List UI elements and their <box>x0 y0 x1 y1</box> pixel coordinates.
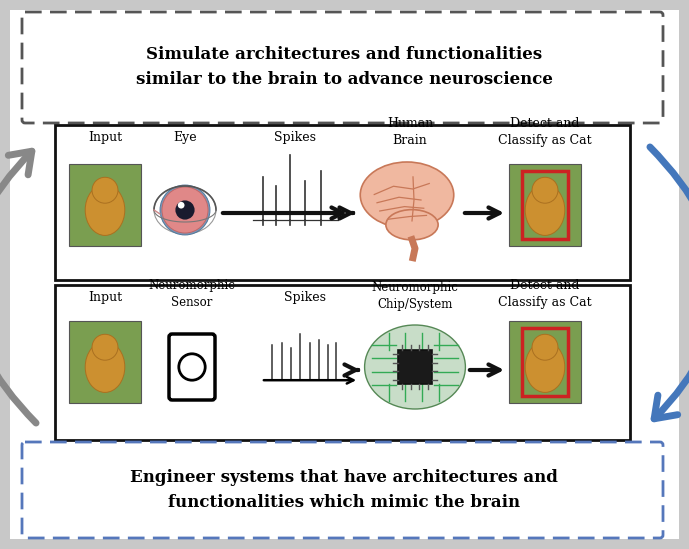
Text: Input: Input <box>88 132 122 144</box>
Circle shape <box>162 187 208 233</box>
FancyBboxPatch shape <box>169 334 215 400</box>
Text: Input: Input <box>88 292 122 305</box>
Bar <box>509 164 581 246</box>
Ellipse shape <box>525 184 565 236</box>
Ellipse shape <box>364 325 465 409</box>
Ellipse shape <box>525 341 565 393</box>
Circle shape <box>178 202 185 209</box>
Bar <box>55 125 630 280</box>
FancyArrowPatch shape <box>0 151 36 423</box>
Circle shape <box>532 177 558 203</box>
Text: Neuromorphic
Chip/System: Neuromorphic Chip/System <box>371 281 458 311</box>
Ellipse shape <box>85 184 125 236</box>
Bar <box>522 328 568 396</box>
Text: Engineer systems that have architectures and
functionalities which mimic the bra: Engineer systems that have architectures… <box>130 469 558 511</box>
Bar <box>522 171 568 239</box>
Ellipse shape <box>386 210 438 240</box>
Circle shape <box>532 334 558 360</box>
Bar <box>509 321 581 403</box>
Text: Spikes: Spikes <box>274 132 316 144</box>
Circle shape <box>160 185 210 235</box>
Text: Detect and
Classify as Cat: Detect and Classify as Cat <box>498 279 592 309</box>
FancyBboxPatch shape <box>22 12 663 123</box>
Ellipse shape <box>360 162 454 228</box>
Text: Eye: Eye <box>173 132 197 144</box>
FancyArrowPatch shape <box>650 147 689 419</box>
Bar <box>69 321 141 403</box>
Text: Simulate architectures and functionalities
similar to the brain to advance neuro: Simulate architectures and functionaliti… <box>136 46 553 88</box>
Text: Detect and
Classify as Cat: Detect and Classify as Cat <box>498 117 592 147</box>
Circle shape <box>179 354 205 380</box>
Text: Spikes: Spikes <box>284 292 326 305</box>
FancyBboxPatch shape <box>22 442 663 538</box>
Text: Neuromorphic
Sensor: Neuromorphic Sensor <box>149 279 236 309</box>
Ellipse shape <box>154 186 216 234</box>
Bar <box>69 164 141 246</box>
Circle shape <box>92 177 118 203</box>
Bar <box>398 350 432 384</box>
Circle shape <box>92 334 118 360</box>
Ellipse shape <box>85 341 125 393</box>
Bar <box>55 285 630 440</box>
Text: Human
Brain: Human Brain <box>387 117 433 147</box>
Circle shape <box>176 200 194 220</box>
